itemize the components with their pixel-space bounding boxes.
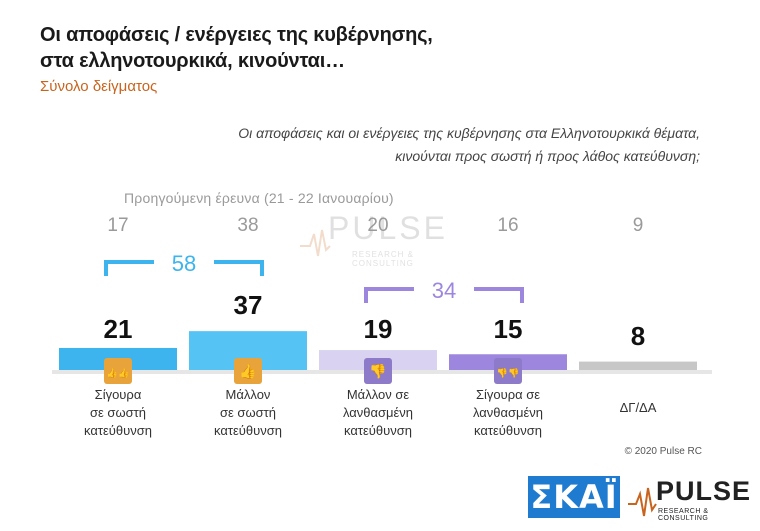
double-thumbs-down-icon-glyph: 👎👎 xyxy=(497,368,519,379)
bar-value-label-3: 19 xyxy=(364,314,393,344)
previous-value-label-4: 16 xyxy=(497,215,518,236)
watermark-subtext: RESEARCH & CONSULTING xyxy=(352,250,415,268)
pulse-line-icon xyxy=(628,487,657,517)
group-bracket-1 xyxy=(104,260,264,276)
thumbs-up-icon-glyph: 👍 xyxy=(239,363,256,380)
bar-value-label-2: 37 xyxy=(234,290,263,320)
double-thumbs-up-icon xyxy=(104,358,132,384)
group-total-label-2: 34 xyxy=(432,278,456,303)
watermark-pulse-line-icon xyxy=(300,229,331,257)
category-label-4-line-3: κατεύθυνση xyxy=(474,423,542,438)
double-thumbs-down-icon xyxy=(494,358,522,384)
category-label-3-line-2: λανθασμένη xyxy=(343,405,413,420)
category-label-2-line-3: κατεύθυνση xyxy=(214,423,282,438)
previous-value-label-1: 17 xyxy=(107,215,128,236)
pulse-logo: PULSE RESEARCH & CONSULTING xyxy=(628,474,752,522)
category-label-3-line-3: κατεύθυνση xyxy=(344,423,412,438)
previous-survey-label: Προηγούμενη έρευνα (21 - 22 Ιανουαρίου) xyxy=(124,190,394,206)
bar-5 xyxy=(579,361,697,370)
chart-title: Οι αποφάσεις / ενέργειες της κυβέρνησης,… xyxy=(40,22,660,74)
chart-title-line-2: στα ελληνοτουρκικά, κινούνται… xyxy=(40,50,345,72)
category-label-3-line-1: Μάλλον σε xyxy=(347,387,410,402)
skai-logo: ΣΚΑΪ xyxy=(528,476,620,518)
survey-question-line-2: κινούνται προς σωστή ή προς λάθος κατεύθ… xyxy=(395,148,700,164)
chart-subtitle: Σύνολο δείγματος xyxy=(40,78,158,95)
category-label-4-line-2: λανθασμένη xyxy=(473,405,543,420)
bar-value-label-5: 8 xyxy=(631,321,645,351)
bar-value-label-4: 15 xyxy=(494,314,523,344)
thumbs-down-icon xyxy=(364,358,392,384)
pulse-logo-subtext: RESEARCH & CONSULTING xyxy=(658,508,709,522)
pulse-logo-word: PULSE xyxy=(656,476,752,506)
category-label-4-line-1: Σίγουρα σε xyxy=(476,387,540,402)
previous-value-label-2: 38 xyxy=(237,215,258,236)
bar-value-label-1: 21 xyxy=(104,314,133,344)
survey-question-line-1: Οι αποφάσεις και οι ενέργειες της κυβέρν… xyxy=(238,125,700,141)
pulse-watermark: PULSE RESEARCH & CONSULTING xyxy=(300,210,470,268)
category-label-1-line-1: Σίγουρα xyxy=(95,387,142,402)
category-label-1-line-3: κατεύθυνση xyxy=(84,423,152,438)
category-label-2-line-2: σε σωστή xyxy=(220,405,276,420)
category-label-1-line-2: σε σωστή xyxy=(90,405,146,420)
survey-question: Οι αποφάσεις και οι ενέργειες της κυβέρν… xyxy=(140,122,700,168)
double-thumbs-up-icon-glyph: 👍👍 xyxy=(107,367,129,379)
previous-value-label-3: 20 xyxy=(367,215,388,236)
chart-title-line-1: Οι αποφάσεις / ενέργειες της κυβέρνησης, xyxy=(40,24,433,46)
thumbs-up-icon xyxy=(234,358,262,384)
group-bracket-2 xyxy=(364,287,524,303)
watermark-word: PULSE xyxy=(328,210,448,246)
thumbs-down-icon-glyph: 👎 xyxy=(369,363,386,380)
category-label-5-line-1: ΔΓ/ΔΑ xyxy=(620,400,657,415)
copyright-text: © 2020 Pulse RC xyxy=(624,446,702,457)
category-label-2-line-1: Μάλλον xyxy=(226,387,271,402)
previous-value-label-5: 9 xyxy=(633,215,644,236)
group-total-label-1: 58 xyxy=(172,251,196,276)
